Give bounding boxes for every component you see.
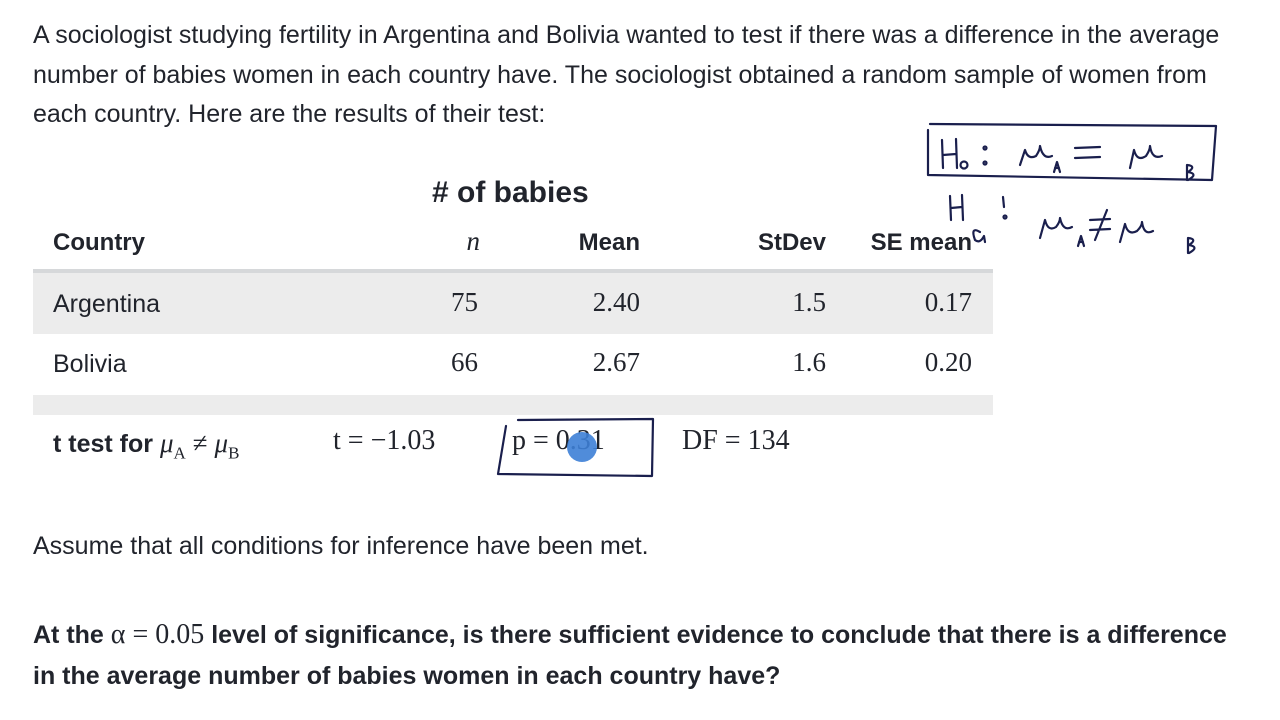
equals-glyph: [1073, 145, 1102, 160]
row-bolivia-n: 66: [451, 347, 478, 377]
ha-colon-dot: [1002, 214, 1008, 220]
col-header-mean: Mean: [578, 229, 640, 256]
t-statistic: t = −1.03: [333, 425, 436, 456]
h0-subscript-glyph: [959, 160, 969, 170]
mu-a-symbol: μA: [159, 428, 186, 463]
table-footer-band: [33, 395, 993, 415]
pointer-cursor: [567, 432, 597, 462]
row-argentina-n: 75: [451, 287, 478, 317]
table-header-rule: [33, 269, 993, 273]
h0-colon-glyph-top: [982, 145, 988, 151]
h0-h-glyph: [940, 137, 959, 170]
ha-subscript-glyph: [972, 229, 987, 244]
alt-mu-a-glyph: [1038, 216, 1074, 240]
problem-intro: A sociologist studying fertility in Arge…: [33, 21, 1220, 128]
col-header-stdev: StDev: [757, 229, 826, 256]
p-value-box: [496, 417, 655, 478]
row-argentina-country: Argentina: [53, 290, 161, 318]
group-header: # of babies: [432, 176, 589, 209]
alt-subscript-a-glyph: [1076, 234, 1086, 248]
assumption-text: Assume that all conditions for inference…: [33, 532, 649, 560]
subscript-a-glyph: [1052, 160, 1062, 174]
h0-colon-glyph-bottom: [982, 160, 988, 166]
neq-symbol: ≠: [192, 428, 208, 458]
ttest-label: t test for μA ≠ μB: [53, 428, 239, 463]
row-shading: [33, 273, 993, 334]
row-bolivia-stdev: 1.6: [792, 347, 826, 377]
null-hypothesis-box: [926, 122, 1218, 182]
subscript-b-glyph: [1185, 163, 1195, 182]
not-equal-glyph: [1088, 208, 1112, 242]
row-argentina-se-mean: 0.17: [924, 287, 972, 317]
mu-b-glyph: [1128, 144, 1164, 170]
question-text: At the α = 0.05 level of significance, i…: [33, 614, 1253, 697]
row-bolivia-mean: 2.67: [592, 347, 640, 377]
mu-b-symbol: μB: [214, 428, 240, 463]
row-argentina-stdev: 1.5: [792, 287, 826, 317]
row-argentina-mean: 2.40: [592, 287, 640, 317]
degrees-of-freedom: DF = 134: [682, 425, 790, 456]
ttest-label-prefix: t test for: [53, 430, 153, 458]
col-header-country: Country: [53, 229, 145, 256]
mu-a-glyph: [1018, 144, 1054, 167]
col-header-se-mean: SE mean: [870, 229, 972, 256]
question-part2: level of significance, is there sufficie…: [33, 621, 1227, 690]
ha-colon-glyph: [1001, 195, 1006, 209]
row-bolivia-country: Bolivia: [53, 350, 127, 378]
ha-h-glyph: [948, 193, 965, 222]
alpha-expression: α = 0.05: [110, 619, 205, 650]
row-bolivia-se-mean: 0.20: [924, 347, 972, 377]
alt-subscript-b-glyph: [1186, 236, 1196, 255]
question-part1: At the: [33, 621, 104, 649]
alt-mu-b-glyph: [1118, 220, 1155, 244]
col-header-n: n: [466, 226, 481, 256]
